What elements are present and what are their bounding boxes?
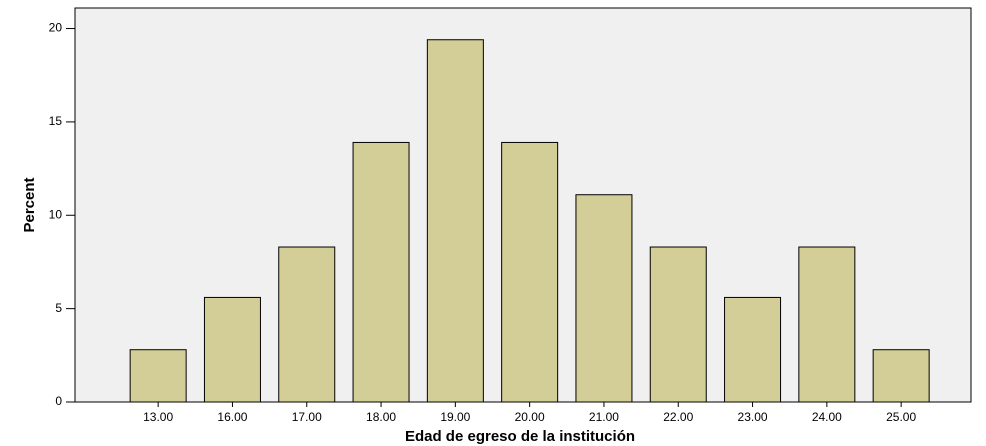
x-tick-label: 20.00 [515,410,545,424]
x-tick-label: 24.00 [812,410,842,424]
x-tick-label: 16.00 [217,410,247,424]
x-tick-label: 21.00 [589,410,619,424]
bar [575,194,633,403]
y-tick-label: 10 [49,207,63,221]
x-tick-label: 23.00 [738,410,768,424]
bar [352,141,410,403]
y-tick-label: 5 [55,301,62,315]
x-axis-title: Edad de egreso de la institución [405,428,635,445]
y-tick-label: 15 [49,114,63,128]
y-axis-title: Percent [21,177,38,232]
bar [426,39,484,403]
x-tick-label: 13.00 [143,410,173,424]
bar [649,246,707,403]
bar [724,296,782,403]
bar [278,246,336,403]
y-tick-label: 0 [55,394,62,408]
x-tick-label: 18.00 [366,410,396,424]
x-tick-label: 22.00 [663,410,693,424]
x-tick-label: 17.00 [292,410,322,424]
y-tick-label: 20 [49,21,63,35]
x-tick-label: 19.00 [440,410,470,424]
bar [129,349,187,403]
bar [501,141,559,403]
bar [203,296,261,403]
x-tick-label: 25.00 [886,410,916,424]
bar [872,349,930,403]
bar [798,246,856,403]
